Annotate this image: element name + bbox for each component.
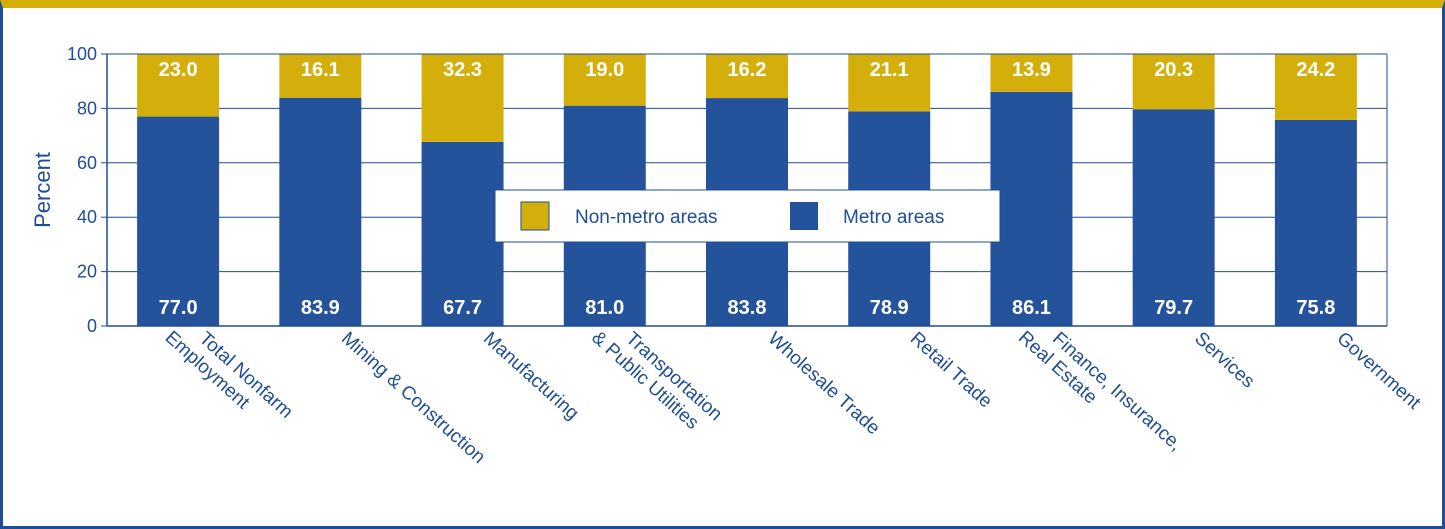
bar-metro <box>421 141 504 326</box>
data-label-non-metro: 16.1 <box>301 59 340 81</box>
bar-non-metro <box>421 54 504 142</box>
bar-non-metro <box>563 54 646 106</box>
x-category-label-line: Services <box>1190 328 1258 392</box>
legend-label-metro: Metro areas <box>843 207 944 228</box>
y-tick-label: 40 <box>77 207 97 227</box>
legend-label-non-metro: Non-metro areas <box>575 207 718 228</box>
data-label-metro: 86.1 <box>1012 297 1051 319</box>
x-category-label-line: Government <box>1333 328 1425 414</box>
data-label-non-metro: 32.3 <box>443 59 482 81</box>
x-category-label: Government <box>1333 328 1425 414</box>
x-category-label-line: Wholesale Trade <box>764 328 884 439</box>
y-axis-title: Percent <box>30 152 55 228</box>
x-category-label: Mining & Construction <box>337 328 489 468</box>
y-tick-label: 80 <box>77 98 97 118</box>
data-label-non-metro: 20.3 <box>1154 59 1193 81</box>
x-category-label: Transportation& Public Utilities <box>587 311 726 442</box>
x-category-label: Retail Trade <box>906 328 996 412</box>
legend-box <box>494 189 1001 243</box>
x-category-label-line: Retail Trade <box>906 328 996 412</box>
data-label-metro: 67.7 <box>443 297 482 319</box>
bar-non-metro <box>848 54 931 112</box>
bar-metro <box>990 91 1073 326</box>
x-category-label: Wholesale Trade <box>764 328 884 439</box>
data-label-metro: 77.0 <box>159 297 198 319</box>
data-label-non-metro: 23.0 <box>159 59 198 81</box>
data-label-metro: 83.8 <box>728 297 767 319</box>
data-label-metro: 81.0 <box>585 297 624 319</box>
x-category-label: Manufacturing <box>479 328 583 424</box>
y-tick-label: 0 <box>87 316 97 336</box>
legend-swatch-metro <box>790 202 818 230</box>
y-tick-label: 20 <box>77 262 97 282</box>
x-category-label: Services <box>1190 328 1258 392</box>
data-label-non-metro: 16.2 <box>728 59 767 81</box>
data-label-non-metro: 21.1 <box>870 59 909 81</box>
x-category-label: Total NonfarmEmployment <box>161 311 297 439</box>
bar-non-metro <box>137 54 220 117</box>
bar-non-metro <box>1274 54 1357 120</box>
data-label-metro: 75.8 <box>1296 297 1335 319</box>
bar-metro <box>279 97 362 327</box>
bar-non-metro <box>1132 54 1215 110</box>
bar-non-metro <box>706 54 788 99</box>
x-category-label-line: Mining & Construction <box>337 328 489 468</box>
y-tick-label: 60 <box>77 153 97 173</box>
bar-metro <box>137 116 220 326</box>
bar-non-metro <box>279 54 362 98</box>
data-label-non-metro: 24.2 <box>1296 59 1335 81</box>
bar-non-metro <box>990 54 1073 92</box>
bar-metro <box>1274 119 1357 326</box>
bar-metro <box>1132 109 1215 326</box>
data-label-metro: 78.9 <box>870 297 909 319</box>
data-label-non-metro: 19.0 <box>585 59 624 81</box>
x-category-label-line: Manufacturing <box>479 328 583 424</box>
data-label-metro: 83.9 <box>301 297 340 319</box>
legend-swatch-non-metro <box>520 201 550 231</box>
y-tick-label: 100 <box>67 44 97 64</box>
data-label-non-metro: 13.9 <box>1012 59 1051 81</box>
x-category-label: Finance, Insurance,Real Estate <box>1014 311 1186 472</box>
data-label-metro: 79.7 <box>1154 297 1193 319</box>
